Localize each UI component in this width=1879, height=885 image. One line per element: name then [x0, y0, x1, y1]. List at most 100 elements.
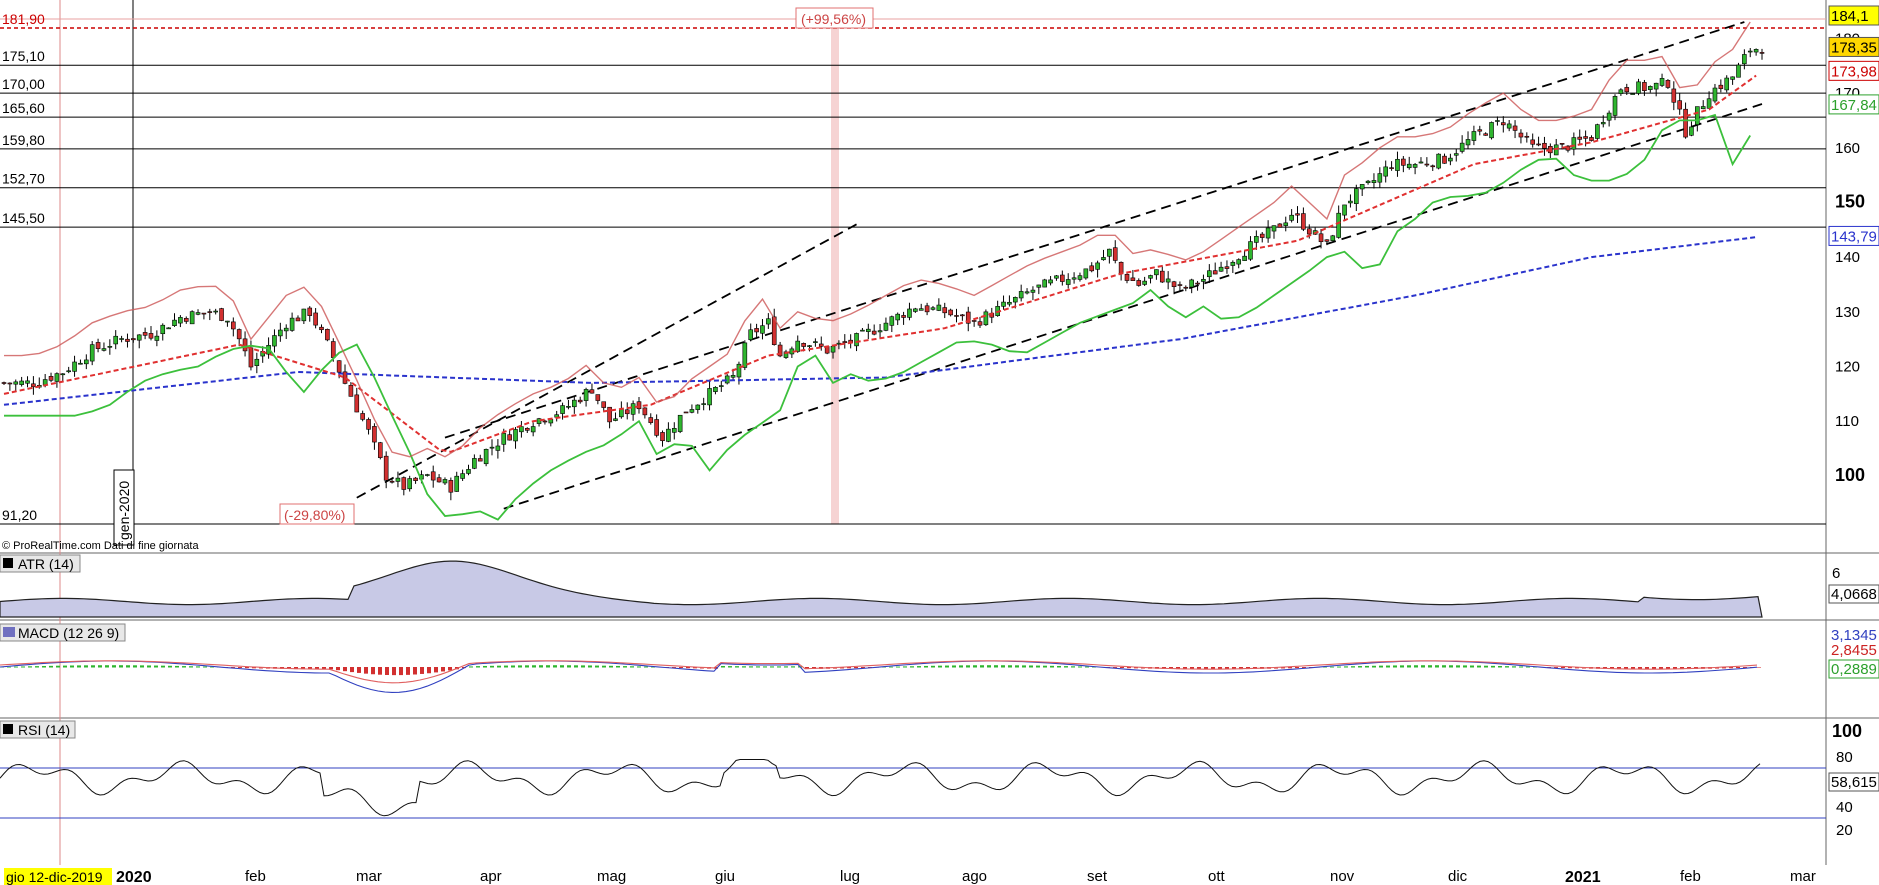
- macd-bar-1428: [1428, 665, 1432, 668]
- macd-bar-1393: [1393, 665, 1397, 668]
- candle-body-95: [560, 405, 565, 414]
- macd-bar-1015: [1015, 665, 1019, 668]
- macd-bar-574: [574, 665, 578, 668]
- macd-bar-1407: [1407, 665, 1411, 668]
- macd-bar-1330: [1330, 666, 1334, 668]
- candle-body-254: [1495, 120, 1500, 122]
- macd-bar-245: [245, 667, 249, 669]
- candle-body-21: [125, 338, 130, 342]
- macd-bar-49: [49, 665, 53, 668]
- candle-body-76: [448, 480, 454, 493]
- macd-bar-1127: [1127, 667, 1131, 669]
- candle-body-202: [1189, 279, 1194, 288]
- macd-bar-903: [903, 666, 907, 668]
- candle-body-197: [1159, 270, 1165, 283]
- candle-body-85: [501, 433, 507, 445]
- candle-body-108: [636, 401, 642, 410]
- macd-bar-301: [301, 667, 305, 670]
- macd-bar-1085: [1085, 666, 1089, 668]
- macd-bar-1064: [1064, 666, 1068, 668]
- macd-bar-735: [735, 666, 739, 668]
- candle-body-114: [671, 428, 677, 433]
- macd-bar-581: [581, 665, 585, 668]
- candle-body-122: [719, 385, 724, 387]
- macd-bar-1631: [1631, 667, 1635, 670]
- candle-body-225: [1324, 239, 1330, 242]
- badge-text-last: 178,35: [1831, 39, 1877, 56]
- macd-bar-98: [98, 665, 102, 668]
- level-label-0: 181,90: [2, 11, 45, 27]
- candle-body-299: [1759, 52, 1765, 54]
- candle-body-41: [242, 338, 248, 352]
- macd-bar-910: [910, 666, 914, 668]
- macd-bar-7: [7, 666, 11, 668]
- macd-bar-931: [931, 665, 935, 668]
- candle-body-295: [1736, 64, 1741, 78]
- macd-bar-1470: [1470, 665, 1474, 668]
- macd-bar-1743: [1743, 667, 1747, 668]
- candle-body-255: [1500, 122, 1506, 126]
- candle-body-162: [954, 315, 959, 317]
- candle-body-290: [1706, 98, 1712, 109]
- candle-body-54: [319, 326, 324, 331]
- macd-bar-1512: [1512, 666, 1516, 668]
- candle-body-279: [1642, 82, 1647, 91]
- candle-body-217: [1277, 223, 1283, 228]
- candle-body-190: [1118, 261, 1124, 274]
- candle-body-196: [1154, 269, 1159, 276]
- candle-body-8: [48, 376, 54, 381]
- candle-body-173: [1018, 291, 1024, 299]
- month-label-0: feb: [245, 868, 266, 885]
- macd-bar-924: [924, 665, 928, 668]
- candle-body-287: [1689, 126, 1694, 136]
- candle-body-92: [542, 420, 548, 423]
- candle-body-194: [1142, 280, 1147, 285]
- candle-body-35: [207, 311, 213, 313]
- macd-bar-154: [154, 665, 158, 668]
- candle-body-235: [1383, 166, 1389, 177]
- macd-bar-140: [140, 665, 144, 668]
- candle-body-70: [413, 477, 418, 481]
- macd-bar-1645: [1645, 667, 1649, 670]
- candle-body-210: [1236, 259, 1242, 265]
- candle-body-80: [472, 458, 477, 469]
- candle-body-183: [1077, 275, 1083, 280]
- source-label: © ProRealTime.com Dati di fine giornata: [2, 540, 199, 552]
- candle-body-296: [1742, 54, 1747, 65]
- macd-bar-329: [329, 667, 333, 670]
- candle-body-69: [407, 478, 412, 490]
- macd-bar-161: [161, 665, 165, 668]
- candle-body-152: [895, 313, 900, 321]
- macd-bar-105: [105, 665, 109, 668]
- candle-body-238: [1401, 158, 1406, 166]
- candle-body-1: [7, 382, 13, 385]
- candle-body-226: [1330, 235, 1336, 241]
- macd-bar-966: [966, 665, 970, 668]
- candle-body-222: [1306, 228, 1312, 235]
- level-label-7: 91,20: [2, 507, 37, 523]
- candle-body-132: [777, 344, 783, 357]
- level-label-1: 175,10: [2, 48, 45, 64]
- candle-body-246: [1448, 157, 1453, 162]
- macd-bar-210: [210, 666, 214, 668]
- macd-bar-973: [973, 665, 977, 668]
- candle-body-56: [330, 341, 336, 358]
- macd-bar-861: [861, 667, 865, 668]
- level-label-4: 159,80: [2, 132, 45, 148]
- candle-body-261: [1536, 143, 1541, 146]
- candle-body-58: [342, 371, 348, 384]
- candle-body-17: [101, 348, 107, 351]
- candle-body-175: [1030, 289, 1036, 293]
- macd-bar-1372: [1372, 665, 1376, 668]
- candle-body-138: [813, 341, 818, 343]
- macd-bar-994: [994, 665, 998, 668]
- candle-body-215: [1265, 227, 1271, 239]
- overlay-lines: [3, 21, 1757, 521]
- macd-bar-791: [791, 666, 795, 668]
- candle-body-73: [430, 471, 436, 481]
- candle-body-153: [901, 315, 906, 318]
- candle-body-129: [760, 325, 765, 334]
- month-label-12: mar: [1790, 868, 1816, 885]
- price-tick-120: 120: [1835, 359, 1860, 376]
